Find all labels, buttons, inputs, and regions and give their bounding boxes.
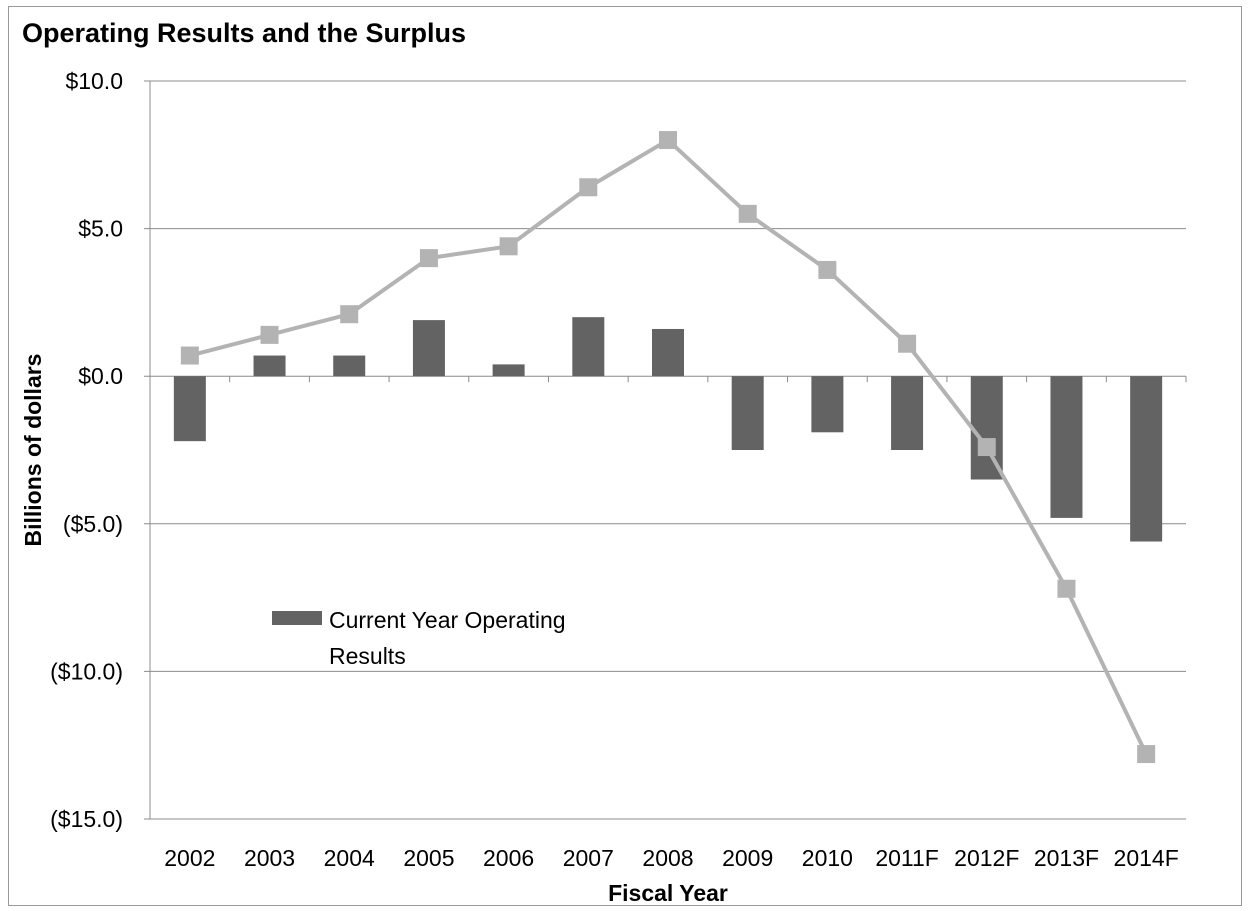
x-tick-label: 2004 [324, 845, 375, 871]
x-tick-label: 2009 [722, 845, 773, 871]
line-point [180, 346, 199, 365]
line-point [499, 237, 518, 256]
bar [731, 376, 764, 450]
x-tick-label: 2006 [483, 845, 534, 871]
line-point [260, 325, 279, 344]
y-tick-label: ($10.0) [50, 658, 123, 684]
bar [173, 376, 206, 442]
bar [1050, 376, 1083, 518]
gridlines [144, 80, 1186, 820]
bar [412, 320, 445, 377]
y-tick-label: $0.0 [78, 363, 123, 389]
legend-label-line-1: Current Year Operating [329, 607, 566, 633]
line-point [579, 178, 598, 197]
x-tick-label: 2010 [802, 845, 853, 871]
bar [253, 355, 286, 377]
y-tick-label: ($5.0) [63, 511, 123, 537]
y-tick-label: ($15.0) [50, 806, 123, 832]
bar-series [173, 317, 1163, 542]
y-tick-label: $5.0 [78, 216, 123, 242]
bar [1130, 376, 1163, 542]
x-tick-label: 2008 [642, 845, 693, 871]
bar [891, 376, 924, 450]
bar [811, 376, 844, 433]
legend-swatch [272, 611, 322, 625]
x-axis-title: Fiscal Year [608, 880, 728, 906]
line-point [340, 305, 359, 324]
x-tick-label: 2005 [403, 845, 454, 871]
axis-labels: $10.0 $5.0 $0.0 ($5.0) ($10.0) ($15.0) 2002 200… [20, 68, 1179, 906]
legend-label-line-2: Results [329, 643, 406, 669]
chart-title: Operating Results and the Surplus [22, 18, 467, 48]
x-tick-label: 2011F [875, 845, 939, 871]
x-tick-label: 2013F [1034, 845, 1099, 871]
x-tick-label: 2014F [1114, 845, 1179, 871]
x-tick-label: 2003 [244, 845, 295, 871]
line-point [898, 334, 917, 353]
y-tick-label: $10.0 [65, 68, 123, 94]
line-point [659, 131, 677, 150]
legend: Current Year Operating Results [272, 607, 566, 669]
chart-frame [8, 6, 1242, 906]
bar [652, 328, 684, 377]
line-point [1137, 745, 1156, 764]
x-tick-label: 2002 [164, 845, 215, 871]
line-series [180, 131, 1156, 764]
bar [572, 317, 605, 377]
line-point [738, 204, 757, 223]
line-point [1057, 579, 1076, 598]
bar [492, 364, 525, 377]
axes [149, 81, 1187, 819]
y-axis-title: Billions of dollars [20, 354, 46, 547]
x-tick-label: 2007 [563, 845, 614, 871]
line-point [419, 249, 438, 268]
line-point [977, 438, 996, 457]
x-tick-label: 2012F [954, 845, 1019, 871]
line-point [818, 260, 837, 279]
bar [333, 355, 366, 377]
